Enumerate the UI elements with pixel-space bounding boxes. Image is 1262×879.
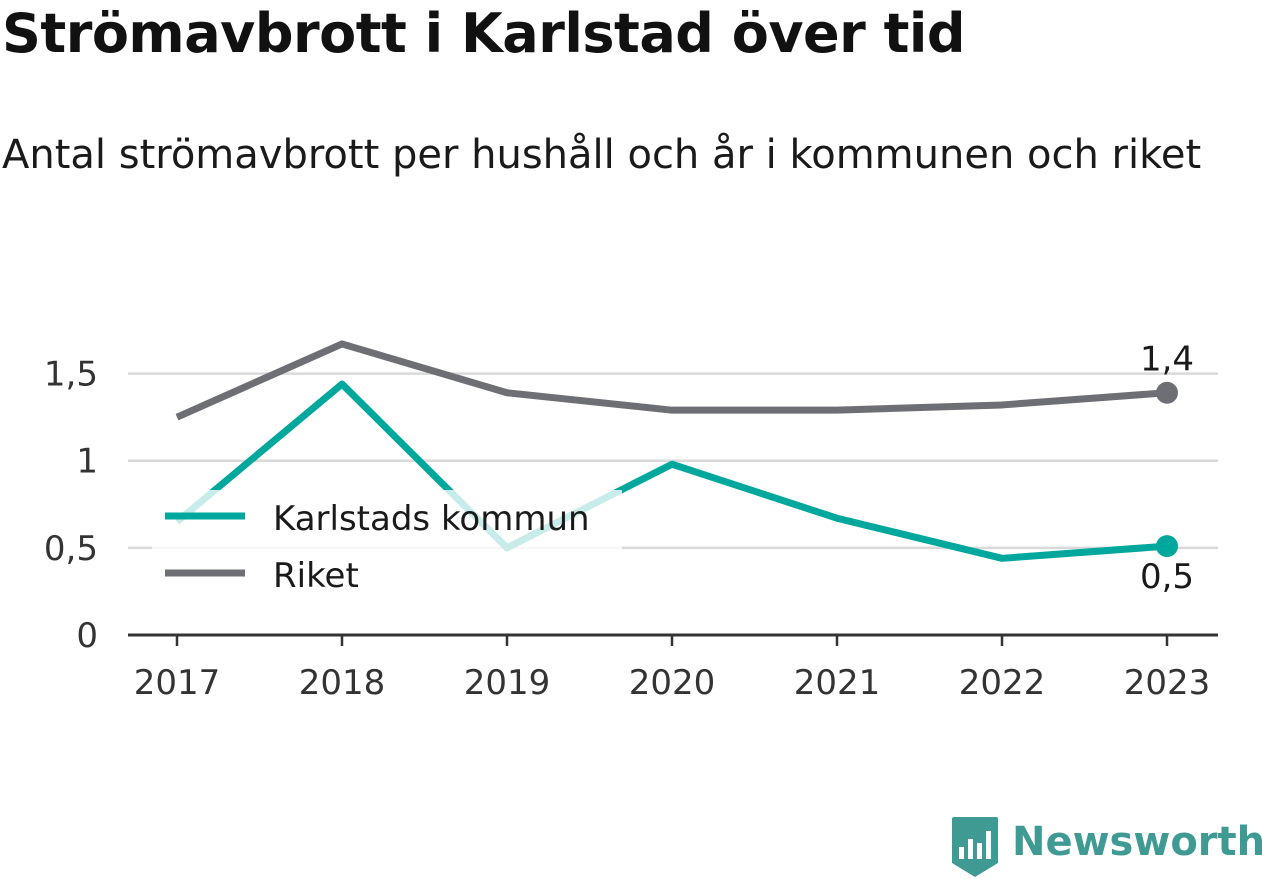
legend: Karlstads kommun Riket: [152, 490, 622, 602]
legend-label-kommun: Karlstads kommun: [273, 499, 590, 539]
brand-name: Newsworthy: [1012, 819, 1262, 865]
newsworthy-logo-icon: [952, 817, 998, 877]
end-label-riket: 1,4: [1140, 340, 1194, 380]
series-line-kommun: [174, 380, 1168, 562]
data-point-kommun-2023: [1156, 535, 1178, 558]
x-tick-label: 2023: [1124, 663, 1211, 703]
y-tick-label: 1,5: [44, 355, 98, 395]
chart-subtitle: Antal strömavbrott per hushåll och år i …: [2, 132, 1202, 178]
end-labels: 0,5 1,4: [1140, 340, 1194, 597]
newsworthy-brand: Newsworthy: [950, 815, 1262, 879]
x-tick-label: 2017: [134, 663, 221, 703]
y-tick-label: 0,5: [44, 529, 98, 569]
x-tick-label: 2022: [959, 663, 1046, 703]
x-tick-label: 2020: [629, 663, 716, 703]
series-line-riket: [175, 340, 1168, 421]
data-point-riket-2023: [1156, 381, 1178, 404]
series-lines: [174, 340, 1178, 562]
y-tick-label: 0: [76, 616, 98, 656]
legend-background: [152, 490, 622, 602]
x-tick-label: 2021: [794, 663, 881, 703]
legend-label-riket: Riket: [273, 556, 359, 596]
y-tick-label: 1: [76, 442, 98, 482]
chart-title: Strömavbrott i Karlstad över tid: [2, 2, 966, 65]
x-tick-label: 2018: [299, 663, 386, 703]
axes: 0 0,5 1 1,5 2017 2018 2019 2020 2021 2022 2023: [44, 355, 1218, 703]
x-tick-label: 2019: [464, 663, 551, 703]
end-label-kommun: 0,5: [1140, 557, 1194, 597]
